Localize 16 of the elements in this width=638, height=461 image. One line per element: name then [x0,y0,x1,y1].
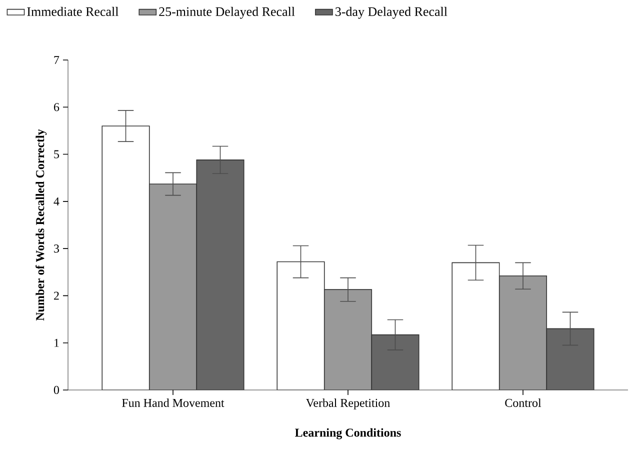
legend-label: 3-day Delayed Recall [336,6,448,19]
y-tick-label: 6 [54,103,60,112]
x-tick-label: Control [505,398,542,407]
legend-label: 25-minute Delayed Recall [159,6,295,19]
legend-label: Immediate Recall [27,6,118,16]
y-tick-label: 5 [54,150,60,158]
y-tick-label: 1 [54,338,59,347]
x-tick-label: Fun Hand Movement [122,398,224,407]
y-tick-label: 4 [54,197,60,206]
x-axis-title: Learning Conditions [295,428,401,440]
y-tick-label: 7 [54,56,60,64]
x-tick-label: Verbal Repetition [306,398,390,410]
y-tick-label: 0 [54,386,60,394]
y-axis-title: Number of Words Recalled Correctly [36,129,47,321]
y-tick-label: 2 [54,292,59,300]
y-tick-label: 3 [54,244,60,253]
